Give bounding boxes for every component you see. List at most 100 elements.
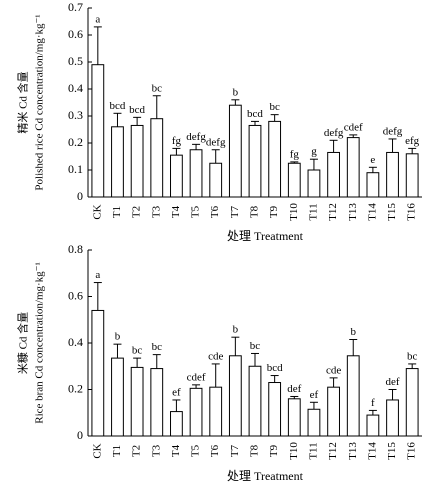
- x-tick-label: T15: [386, 442, 398, 460]
- significance-letter: def: [386, 376, 400, 388]
- bar: [209, 386, 223, 437]
- significance-letter: bc: [152, 341, 163, 353]
- significance-letter: bcd: [247, 108, 263, 120]
- x-tick-label: CK: [91, 443, 103, 458]
- bar: [248, 124, 262, 198]
- significance-letter: b: [233, 86, 239, 98]
- y-tick-label: 0.7: [68, 0, 83, 14]
- significance-letter: a: [95, 13, 100, 25]
- bar: [130, 366, 144, 437]
- y-tick-label: 0.6: [68, 27, 83, 41]
- significance-letter: defg: [324, 127, 344, 139]
- significance-letter: cdef: [344, 121, 363, 133]
- x-tick-label: T3: [150, 205, 162, 218]
- x-tick-label: T1: [111, 445, 123, 457]
- significance-letter: ef: [172, 386, 181, 398]
- bar: [130, 124, 144, 198]
- y-axis-label: Rice bran Cd concentration/mg·kg⁻¹: [34, 262, 46, 424]
- bar: [91, 309, 105, 437]
- y-tick-label: 0.1: [68, 162, 83, 176]
- x-tick-label: T13: [347, 442, 359, 460]
- x-tick-label: T9: [268, 444, 280, 457]
- y-axis-label: 米糠 Cd 含量: [16, 312, 30, 374]
- bar: [91, 64, 105, 198]
- significance-letter: def: [287, 383, 301, 395]
- bar: [209, 162, 223, 198]
- y-tick-label: 0.3: [68, 108, 83, 122]
- x-tick-label: T2: [131, 445, 143, 457]
- bar: [346, 355, 360, 437]
- bar: [386, 151, 399, 198]
- bar: [268, 120, 282, 198]
- significance-letter: cde: [326, 364, 341, 376]
- bar: [268, 382, 282, 437]
- bar: [189, 387, 203, 437]
- significance-letter: g: [311, 146, 317, 158]
- y-axis-label: Polished rice Cd concentration/mg·kg⁻¹: [34, 14, 46, 190]
- x-axis-label: 处理 Treatment: [227, 469, 304, 483]
- significance-letter: bcd: [267, 362, 283, 374]
- significance-letter: bc: [152, 82, 163, 94]
- x-tick-label: T8: [249, 444, 261, 457]
- bar: [346, 137, 360, 198]
- bar: [170, 154, 183, 198]
- y-tick-label: 0.2: [68, 135, 83, 149]
- significance-letter: f: [371, 397, 375, 409]
- x-tick-label: T5: [190, 205, 202, 218]
- significance-letter: e: [370, 154, 375, 166]
- bar: [111, 357, 124, 437]
- bar: [189, 149, 203, 198]
- bar: [287, 162, 301, 198]
- bar: [405, 368, 419, 437]
- bar: [327, 386, 340, 437]
- x-tick-label: T6: [209, 444, 221, 457]
- x-tick-label: T2: [131, 206, 143, 218]
- x-tick-label: T15: [386, 203, 398, 221]
- bar: [405, 153, 419, 198]
- x-axis-label: 处理 Treatment: [227, 229, 304, 243]
- significance-letter: b: [115, 331, 121, 343]
- x-tick-label: T7: [229, 444, 241, 457]
- x-tick-label: T12: [327, 203, 339, 221]
- x-tick-label: T14: [366, 203, 378, 221]
- significance-letter: bc: [269, 101, 280, 113]
- significance-letter: bc: [407, 350, 418, 362]
- x-tick-label: T11: [307, 203, 319, 220]
- significance-letter: cde: [208, 350, 223, 362]
- x-tick-label: T13: [347, 203, 359, 221]
- y-tick-label: 0: [77, 189, 83, 203]
- bar: [327, 151, 340, 198]
- x-tick-label: T3: [150, 444, 162, 457]
- bar: [248, 365, 262, 437]
- significance-letter: efg: [405, 135, 420, 147]
- x-tick-label: T4: [170, 205, 182, 218]
- bar: [170, 411, 183, 437]
- significance-letter: b: [233, 324, 239, 336]
- significance-letter: fg: [290, 148, 300, 160]
- bar: [366, 172, 380, 198]
- y-tick-label: 0.4: [68, 335, 83, 349]
- significance-letter: bcd: [110, 100, 126, 112]
- significance-letter: bc: [250, 340, 261, 352]
- x-tick-label: T10: [288, 442, 300, 460]
- significance-letter: a: [95, 269, 100, 281]
- x-tick-label: T12: [327, 442, 339, 460]
- significance-letter: ef: [310, 389, 319, 401]
- bar: [307, 169, 321, 198]
- bar: [386, 399, 399, 437]
- y-axis-label: 精米 Cd 含量: [16, 71, 30, 133]
- x-tick-label: T11: [307, 442, 319, 459]
- significance-letter: fg: [172, 135, 182, 147]
- x-tick-label: T5: [190, 444, 202, 457]
- x-tick-label: T1: [111, 206, 123, 218]
- bar: [366, 414, 380, 437]
- x-tick-label: T14: [366, 442, 378, 460]
- significance-letter: defg: [206, 136, 226, 148]
- x-tick-label: T6: [209, 205, 221, 218]
- significance-letter: defg: [186, 131, 206, 143]
- bar: [111, 126, 124, 198]
- significance-letter: bc: [132, 345, 143, 357]
- x-tick-label: T16: [406, 442, 418, 460]
- significance-letter: bcd: [129, 104, 145, 116]
- x-tick-label: T7: [229, 205, 241, 218]
